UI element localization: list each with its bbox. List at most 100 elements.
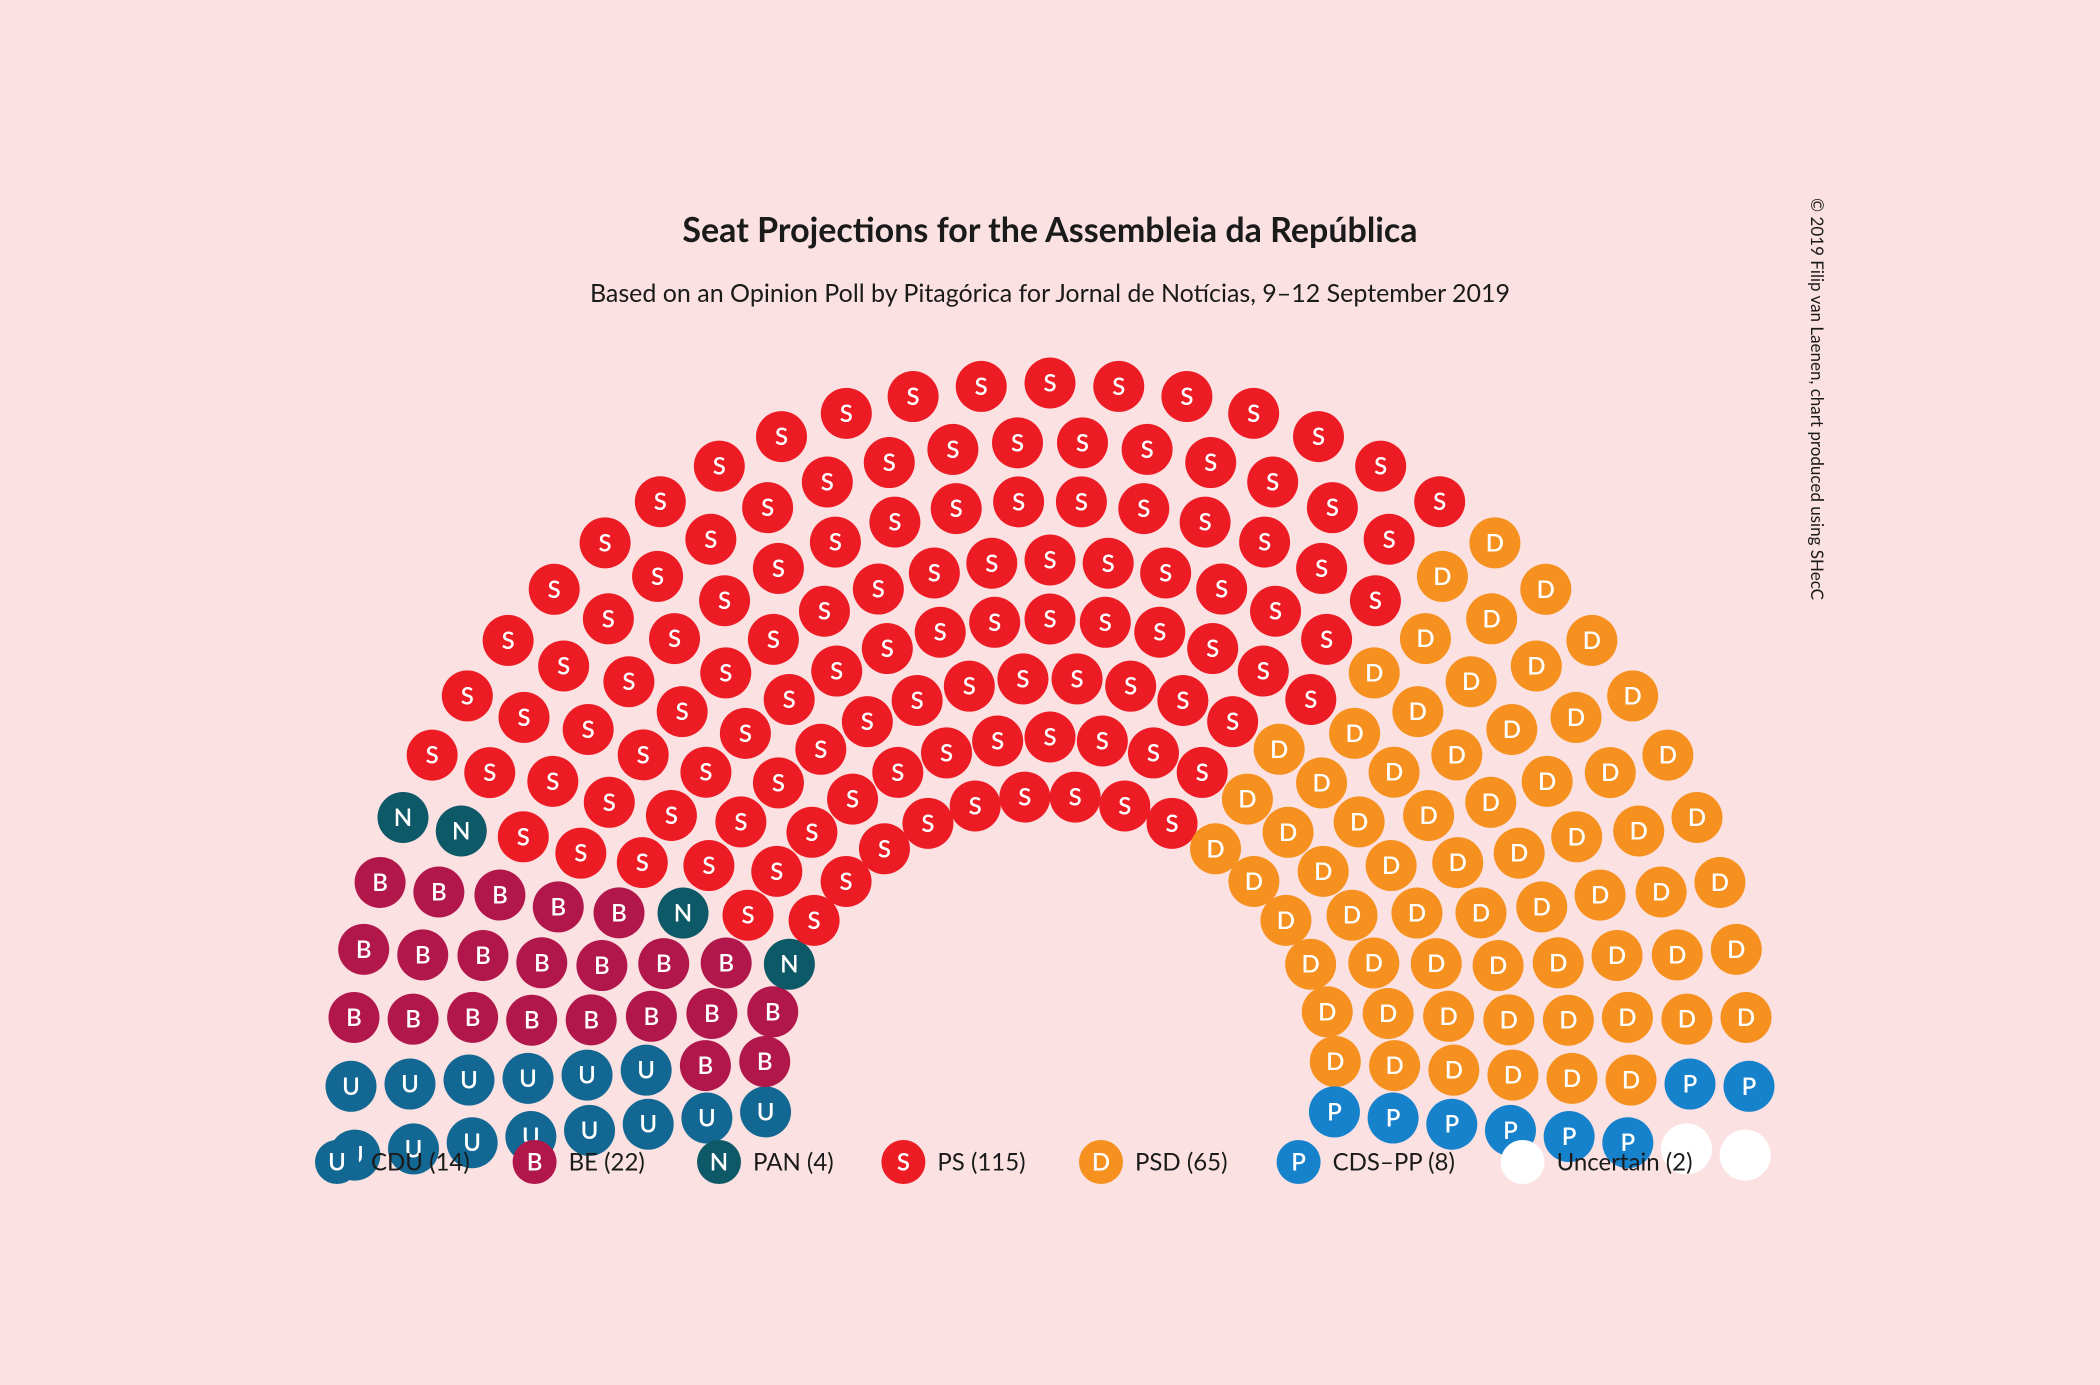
seat-letter: S bbox=[772, 553, 785, 582]
seat-ps: S bbox=[699, 575, 750, 626]
seat-letter: S bbox=[1099, 607, 1112, 636]
seat-be: B bbox=[626, 990, 677, 1041]
seat-letter: D bbox=[1433, 561, 1451, 590]
seat-letter: S bbox=[1043, 368, 1056, 397]
seat-letter: D bbox=[1277, 905, 1295, 934]
seat-letter: B bbox=[492, 880, 508, 909]
seat-letter: D bbox=[1365, 948, 1383, 977]
seat-psd: D bbox=[1411, 938, 1462, 989]
seat-letter: D bbox=[1737, 1003, 1755, 1032]
seat-ps: S bbox=[966, 537, 1017, 588]
seat-letter: D bbox=[1568, 822, 1586, 851]
seat-letter: S bbox=[1374, 451, 1387, 480]
seat-ps: S bbox=[1364, 513, 1415, 564]
seat-ps: S bbox=[1293, 411, 1344, 462]
seat-letter: S bbox=[636, 848, 649, 877]
seat-be: B bbox=[566, 994, 617, 1045]
seat-letter: S bbox=[881, 634, 894, 663]
seat-letter: S bbox=[814, 734, 827, 763]
seat-letter: D bbox=[1549, 948, 1567, 977]
seat-psd: D bbox=[1533, 937, 1584, 988]
legend-label: PS (115) bbox=[937, 1147, 1025, 1176]
seat-letter: S bbox=[1247, 398, 1260, 427]
seat-letter: P bbox=[1386, 1103, 1401, 1132]
seat-ps: S bbox=[927, 423, 978, 474]
seat-letter: S bbox=[517, 702, 530, 731]
seat-ps: S bbox=[407, 729, 458, 780]
seat-psd: D bbox=[1606, 1054, 1657, 1105]
seat-letter: D bbox=[1245, 866, 1263, 895]
seat-cdu: U bbox=[681, 1092, 732, 1143]
seat-letter: S bbox=[969, 791, 982, 820]
seat-letter: S bbox=[921, 808, 934, 837]
seat-ps: S bbox=[1118, 483, 1169, 534]
seat-ps: S bbox=[563, 703, 614, 754]
seat-letter: U bbox=[581, 1115, 599, 1144]
seat-letter: D bbox=[1270, 734, 1288, 763]
seat-letter: S bbox=[719, 658, 732, 687]
seat-circle bbox=[1720, 1129, 1771, 1180]
seat-cdu: U bbox=[326, 1060, 377, 1111]
seat-ps: S bbox=[1228, 387, 1279, 438]
seat-letter: S bbox=[1206, 634, 1219, 663]
seat-ps: S bbox=[1025, 711, 1076, 762]
seat-psd: D bbox=[1366, 840, 1417, 891]
seat-be: B bbox=[474, 869, 525, 920]
seat-letter: D bbox=[1416, 624, 1434, 653]
seat-letter: S bbox=[891, 757, 904, 786]
seat-letter: B bbox=[465, 1002, 481, 1031]
seat-letter: S bbox=[1069, 782, 1082, 811]
seat-ps: S bbox=[1025, 534, 1076, 585]
seat-ps: S bbox=[1247, 456, 1298, 507]
seat-be: B bbox=[747, 986, 798, 1037]
seat-letter: S bbox=[1159, 558, 1172, 587]
seat-psd: D bbox=[1520, 563, 1571, 614]
seat-letter: D bbox=[1727, 934, 1745, 963]
seat-cdu: U bbox=[385, 1058, 436, 1109]
seat-letter: S bbox=[840, 866, 853, 895]
seat-letter: U bbox=[401, 1069, 419, 1098]
seat-ps: S bbox=[603, 656, 654, 707]
seat-psd: D bbox=[1516, 881, 1567, 932]
seat-letter: S bbox=[1011, 428, 1024, 457]
seat-ps: S bbox=[1250, 585, 1301, 636]
seat-letter: S bbox=[426, 740, 439, 769]
legend-label: BE (22) bbox=[569, 1147, 645, 1176]
seat-psd: D bbox=[1327, 889, 1378, 940]
seat-psd: D bbox=[1466, 593, 1517, 644]
seat-letter: S bbox=[775, 422, 788, 451]
seat-psd: D bbox=[1486, 703, 1537, 754]
seat-letter: D bbox=[1350, 807, 1368, 836]
seat-letter: D bbox=[1379, 998, 1397, 1027]
seat-letter: D bbox=[1563, 1063, 1581, 1092]
seat-ps: S bbox=[499, 691, 550, 742]
seat-letter: D bbox=[1711, 867, 1729, 896]
seat-letter: D bbox=[1608, 940, 1626, 969]
seat-ps: S bbox=[862, 623, 913, 674]
seat-letter: S bbox=[668, 624, 681, 653]
seat-psd: D bbox=[1473, 940, 1524, 991]
seat-psd: D bbox=[1694, 856, 1745, 907]
seat-letter: S bbox=[1266, 467, 1279, 496]
seat-ps: S bbox=[632, 550, 683, 601]
seat-letter: S bbox=[1258, 527, 1271, 556]
seat-letter: S bbox=[1176, 685, 1189, 714]
seat-letter: S bbox=[548, 574, 561, 603]
seat-psd: D bbox=[1446, 656, 1497, 707]
seat-letter: B bbox=[611, 898, 627, 927]
seat-letter: U bbox=[460, 1065, 478, 1094]
seat-ps: S bbox=[859, 823, 910, 874]
seat-ps: S bbox=[1350, 575, 1401, 626]
seat-ps: S bbox=[555, 827, 606, 878]
seat-letter: S bbox=[991, 726, 1004, 755]
seat-uncertain bbox=[1720, 1129, 1771, 1180]
seat-psd: D bbox=[1469, 517, 1520, 568]
seat-ps: S bbox=[617, 837, 668, 888]
seat-letter: S bbox=[940, 738, 953, 767]
seat-ps: S bbox=[464, 747, 515, 798]
seat-ps: S bbox=[1093, 360, 1144, 411]
seat-be: B bbox=[739, 1036, 790, 1087]
seat-letter: S bbox=[840, 398, 853, 427]
seat-be: B bbox=[338, 923, 389, 974]
seat-psd: D bbox=[1302, 986, 1353, 1037]
